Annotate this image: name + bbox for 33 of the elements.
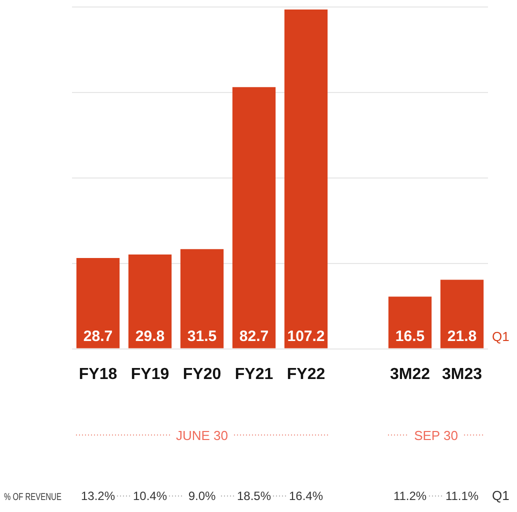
bar xyxy=(232,87,276,348)
data-label: 107.2 xyxy=(287,328,325,345)
bar xyxy=(76,258,120,348)
text: 16.4% xyxy=(288,489,324,503)
text: 13.2% xyxy=(80,489,116,503)
data-label: 21.8 xyxy=(447,328,477,345)
text: Q1 xyxy=(492,328,510,344)
text: 18.5% xyxy=(236,489,272,503)
bar xyxy=(128,254,172,348)
text: 11.2% xyxy=(393,489,427,503)
x-tick-label: FY20 xyxy=(182,366,222,383)
text: 10.4% xyxy=(132,489,168,503)
data-label: 29.8 xyxy=(135,328,165,345)
text: SEP 30 xyxy=(414,428,458,443)
text: % OF REVENUE xyxy=(4,490,62,502)
bar xyxy=(388,296,432,348)
text: 9.0% xyxy=(188,489,216,503)
x-tick-label: FY22 xyxy=(286,366,326,383)
data-label: 31.5 xyxy=(187,328,217,345)
data-label: 16.5 xyxy=(395,328,425,345)
data-label: 82.7 xyxy=(239,328,269,345)
bar xyxy=(440,280,484,348)
x-tick-label: FY21 xyxy=(234,366,274,383)
text: Q1 xyxy=(492,488,510,503)
text: JUNE 30 xyxy=(176,428,228,443)
text: 11.1% xyxy=(445,489,479,503)
x-tick-label: 3M22 xyxy=(390,366,430,383)
data-label: 28.7 xyxy=(83,328,113,345)
x-tick-label: 3M23 xyxy=(442,366,482,383)
bar xyxy=(284,10,328,348)
bar xyxy=(180,249,224,348)
x-tick-label: FY18 xyxy=(78,366,118,383)
x-tick-label: FY19 xyxy=(130,366,170,383)
